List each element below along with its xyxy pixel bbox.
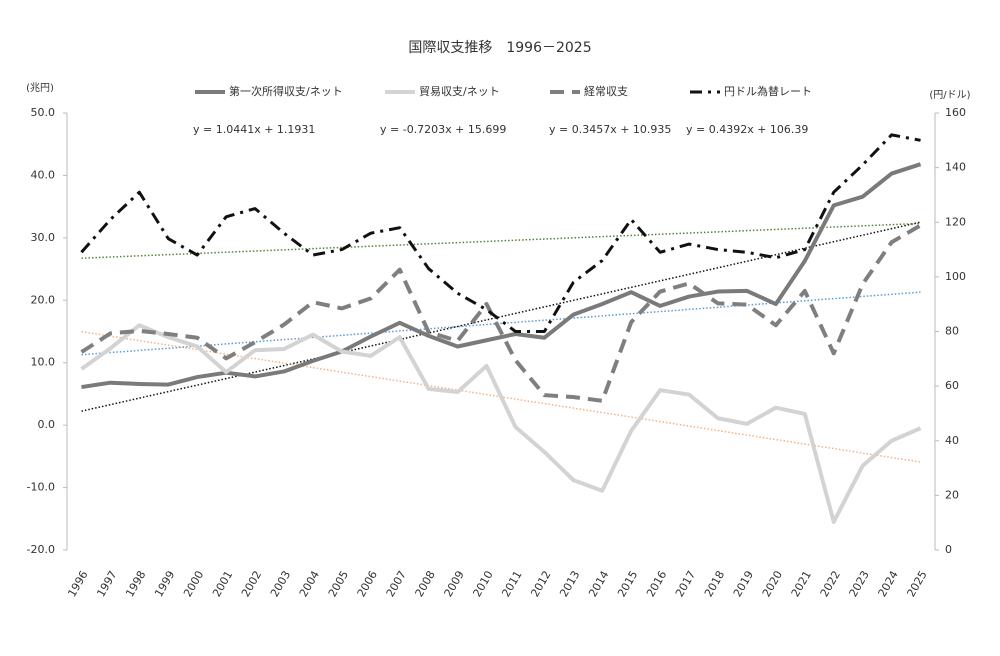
y-tick-label: 20.0 [31, 293, 56, 306]
y2-tick-label: 20 [945, 488, 959, 501]
chart-title: 国際収支推移 1996－2025 [408, 40, 591, 56]
y2-tick-label: 80 [945, 325, 959, 338]
y2-tick-label: 0 [945, 543, 952, 556]
trendline-equation: y = 1.0441x + 1.1931 [193, 123, 315, 136]
y-tick-label: 0.0 [38, 418, 56, 431]
legend-label: 貿易収支/ネット [419, 85, 500, 98]
series-line [81, 162, 922, 390]
legend-label: 経常収支 [584, 85, 628, 98]
y2-axis-label: (円/ドル) [929, 90, 970, 101]
y2-tick-label: 40 [945, 434, 959, 447]
legend-label: 円ドル為替レート [724, 84, 812, 98]
y2-tick-label: 120 [945, 215, 966, 228]
y-tick-label: 30.0 [31, 231, 56, 244]
trendline-equation: y = 0.4392x + 106.39 [686, 123, 808, 136]
y-tick-label: 40.0 [31, 168, 56, 181]
y-axis-label: (兆円) [26, 82, 54, 94]
series-line [80, 223, 922, 403]
y-tick-label: 50.0 [31, 106, 56, 119]
y2-tick-label: 160 [945, 106, 966, 119]
trendline-equation: y = 0.3457x + 10.935 [549, 123, 671, 136]
y2-tick-label: 60 [945, 379, 959, 392]
series-line [80, 323, 922, 524]
y2-tick-label: 100 [945, 270, 966, 283]
trendline-equation: y = -0.7203x + 15.699 [380, 123, 506, 136]
y-tick-label: 10.0 [31, 356, 56, 369]
y2-tick-label: 140 [945, 161, 966, 174]
legend-label: 第一次所得収支/ネット [229, 84, 343, 98]
y-tick-label: -20.0 [27, 543, 55, 556]
trendline [81, 291, 921, 356]
y-tick-label: -10.0 [27, 481, 55, 494]
